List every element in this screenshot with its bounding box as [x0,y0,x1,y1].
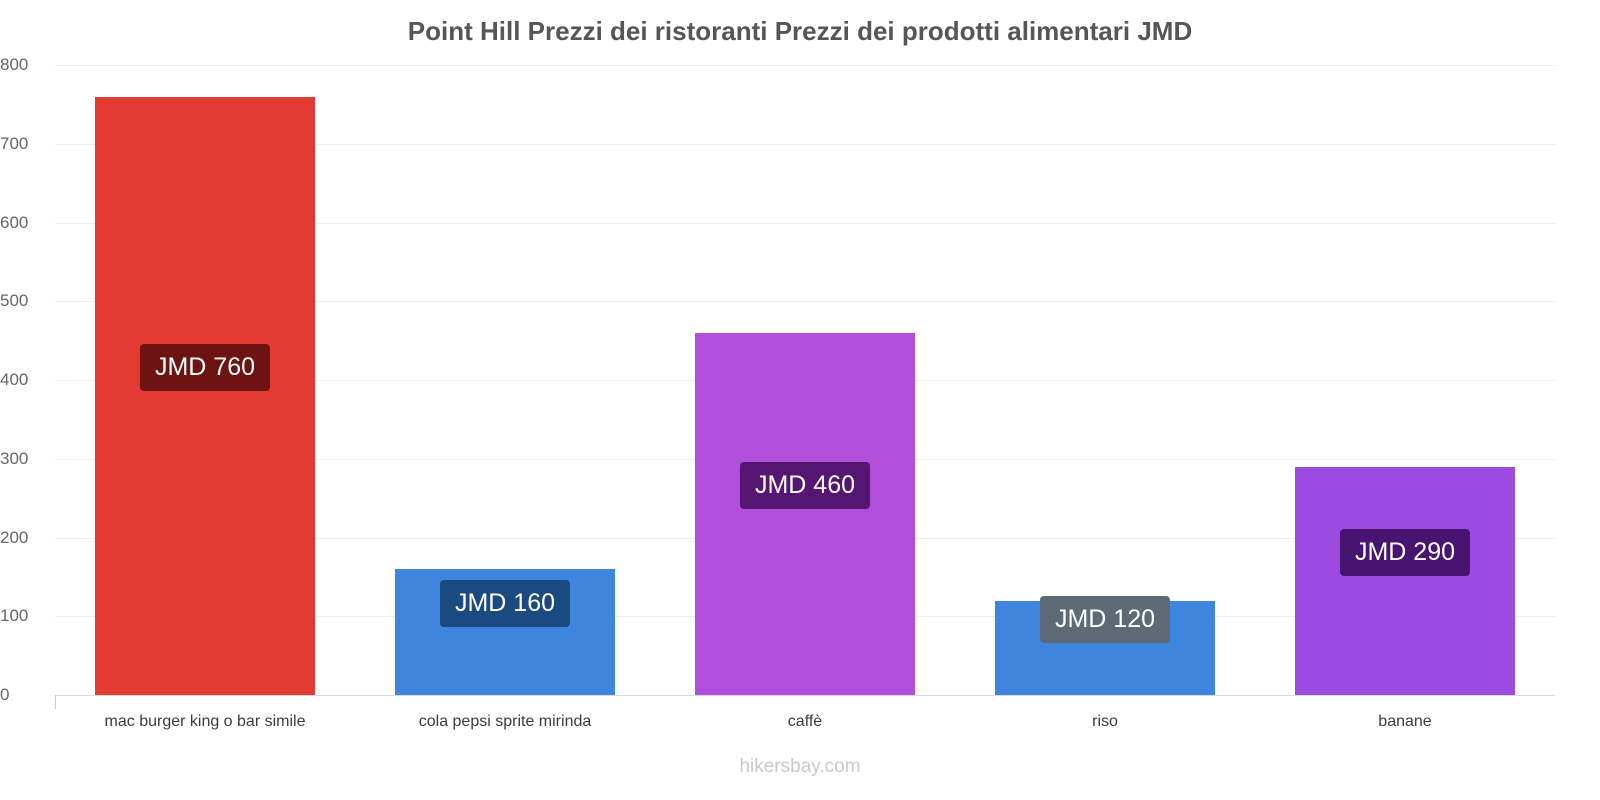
gridline [55,301,1555,303]
chart-title: Point Hill Prezzi dei ristoranti Prezzi … [407,16,1193,46]
gridline [55,143,1555,145]
hikersbay-link[interactable]: hikersbay.com [739,756,861,777]
bar-4: JMD 120 [995,595,1215,695]
x-axis-label: banane [1378,713,1432,730]
bar-value-label: JMD 290 [1339,528,1471,576]
bar-value-label: JMD 120 [1039,595,1171,643]
bar-1: JMD 760 [95,96,315,695]
y-axis-tick-label: 300 [0,448,29,468]
bar-2: JMD 160 [395,569,615,695]
bar-value-label: JMD 760 [139,343,271,391]
y-axis-tick-label: 700 [0,133,29,153]
y-axis-tick-label: 200 [0,527,29,547]
bar-value-label: JMD 160 [439,580,571,627]
y-axis-tick-label: 500 [0,291,29,311]
y-axis-tick-label: 0 [0,685,10,704]
bar-3: JMD 460 [695,332,915,695]
x-axis-label: caffè [787,713,823,730]
plot-area: 0 100 200 300 400 500 600 700 800 JMD 760 mac burg… [0,55,1555,730]
gridline [55,222,1555,224]
x-axis-label: cola pepsi sprite mirinda [418,713,592,730]
x-axis-tick-mark [55,695,56,709]
gridline [55,695,1555,696]
bar-5: JMD 290 [1295,466,1515,695]
x-axis-label: riso [1092,713,1118,730]
x-axis-label: mac burger king o bar simile [104,713,306,730]
y-axis-tick-label: 600 [0,212,29,232]
y-axis-tick-label: 400 [0,370,29,389]
y-axis-tick-label: 100 [0,606,29,626]
bar-value-label: JMD 460 [739,461,871,509]
y-axis-tick-label: 800 [0,55,29,74]
gridline [55,65,1555,66]
footer-credit: hikersbay.com [0,756,1600,778]
